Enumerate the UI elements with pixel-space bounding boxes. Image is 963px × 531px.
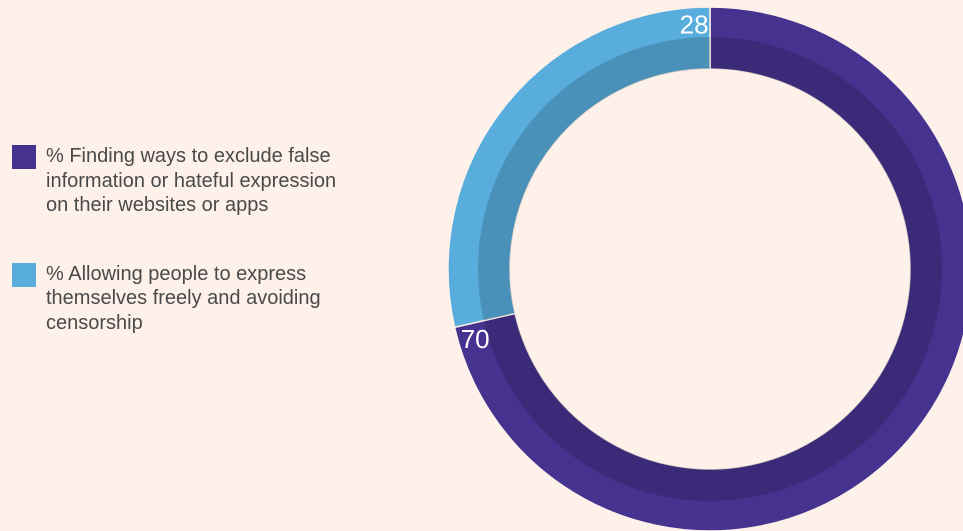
- donut-slice-labels: 70 28: [461, 10, 709, 354]
- legend-label-allow-free-expression: % Allowing people to express themselves …: [46, 262, 321, 334]
- slice-allow-free-expression: [447, 6, 711, 329]
- donut-slices: [447, 6, 963, 531]
- legend: % Finding ways to exclude false informat…: [12, 144, 372, 335]
- legend-label-exclude-false-info: % Finding ways to exclude false informat…: [46, 145, 337, 216]
- legend-swatch-allow-free-expression: [12, 262, 36, 287]
- legend-swatch-exclude-false-info: [12, 145, 36, 169]
- legend-item-exclude-false-info: % Finding ways to exclude false informat…: [12, 144, 372, 218]
- slice-exclude-false-info: [453, 6, 963, 531]
- data-label-exclude-false-info: 70: [461, 324, 490, 354]
- data-label-allow-free-expression: 28: [680, 10, 709, 40]
- legend-item-allow-free-expression: % Allowing people to express themselves …: [12, 262, 372, 336]
- slice-inner-band-allow-free-expression: [477, 37, 710, 321]
